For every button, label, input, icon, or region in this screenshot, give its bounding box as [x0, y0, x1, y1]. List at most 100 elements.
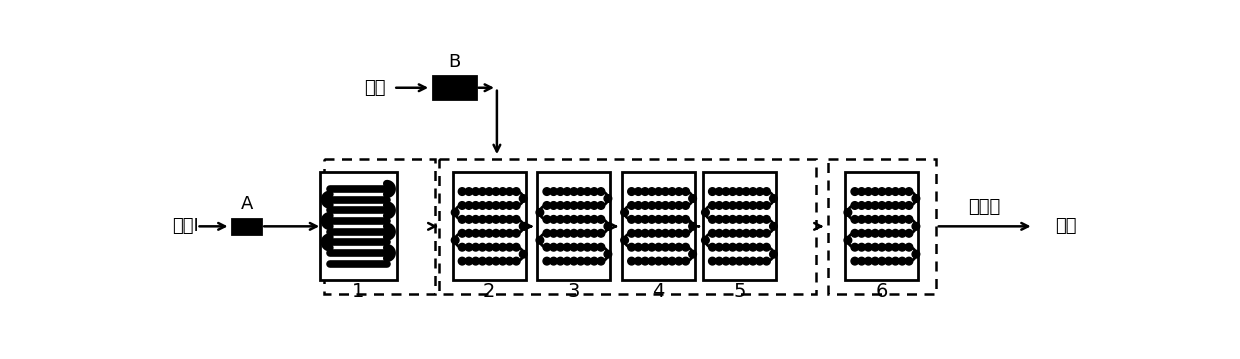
Circle shape: [543, 229, 551, 237]
Circle shape: [557, 243, 564, 251]
Circle shape: [584, 229, 591, 237]
Circle shape: [872, 188, 879, 195]
Circle shape: [682, 215, 689, 223]
Circle shape: [715, 188, 723, 195]
Circle shape: [688, 250, 697, 258]
Circle shape: [465, 243, 472, 251]
Circle shape: [627, 243, 635, 251]
Circle shape: [702, 237, 709, 244]
Circle shape: [498, 215, 507, 223]
Circle shape: [729, 202, 737, 209]
Bar: [433, 76, 476, 99]
Circle shape: [885, 257, 893, 265]
Text: 产品: 产品: [1055, 217, 1076, 236]
Circle shape: [577, 188, 584, 195]
Circle shape: [668, 215, 676, 223]
Circle shape: [735, 229, 743, 237]
Circle shape: [498, 188, 507, 195]
Circle shape: [635, 202, 642, 209]
Circle shape: [749, 188, 756, 195]
Circle shape: [735, 215, 743, 223]
Circle shape: [485, 229, 494, 237]
Circle shape: [498, 229, 507, 237]
Circle shape: [635, 188, 642, 195]
Circle shape: [570, 188, 578, 195]
Circle shape: [584, 215, 591, 223]
Circle shape: [557, 202, 564, 209]
Circle shape: [451, 209, 459, 216]
Circle shape: [649, 188, 656, 195]
Circle shape: [472, 257, 480, 265]
Circle shape: [770, 195, 777, 202]
Circle shape: [688, 223, 697, 230]
Circle shape: [472, 229, 480, 237]
Circle shape: [878, 202, 885, 209]
Bar: [828, 159, 936, 294]
Circle shape: [872, 215, 879, 223]
Circle shape: [479, 215, 486, 223]
Circle shape: [872, 243, 879, 251]
Text: 后处理: 后处理: [967, 197, 999, 215]
Circle shape: [563, 188, 570, 195]
Circle shape: [621, 209, 629, 216]
Circle shape: [506, 215, 513, 223]
Circle shape: [735, 202, 743, 209]
Circle shape: [570, 229, 578, 237]
Circle shape: [472, 188, 480, 195]
Circle shape: [506, 243, 513, 251]
Circle shape: [590, 257, 598, 265]
Circle shape: [851, 257, 858, 265]
Circle shape: [858, 243, 866, 251]
Circle shape: [641, 202, 649, 209]
Circle shape: [858, 188, 866, 195]
Circle shape: [451, 237, 459, 244]
Circle shape: [570, 243, 578, 251]
Circle shape: [892, 243, 899, 251]
Circle shape: [570, 215, 578, 223]
Circle shape: [655, 243, 662, 251]
Circle shape: [649, 257, 656, 265]
Bar: [320, 172, 397, 280]
Circle shape: [627, 202, 635, 209]
Circle shape: [682, 188, 689, 195]
Circle shape: [465, 215, 472, 223]
Circle shape: [675, 257, 683, 265]
Circle shape: [729, 215, 737, 223]
Circle shape: [722, 202, 730, 209]
Text: 氮气: 氮气: [365, 79, 386, 97]
Circle shape: [479, 202, 486, 209]
Circle shape: [506, 202, 513, 209]
Circle shape: [635, 243, 642, 251]
Circle shape: [668, 229, 676, 237]
Circle shape: [872, 229, 879, 237]
Text: 1: 1: [352, 281, 365, 300]
Circle shape: [465, 229, 472, 237]
Circle shape: [905, 257, 913, 265]
Circle shape: [851, 243, 858, 251]
Circle shape: [905, 188, 913, 195]
Circle shape: [735, 188, 743, 195]
Circle shape: [858, 229, 866, 237]
Circle shape: [512, 215, 520, 223]
Circle shape: [682, 202, 689, 209]
Circle shape: [590, 215, 598, 223]
Circle shape: [858, 257, 866, 265]
Circle shape: [898, 215, 906, 223]
Circle shape: [851, 215, 858, 223]
Circle shape: [743, 257, 750, 265]
Circle shape: [864, 188, 872, 195]
Circle shape: [520, 250, 527, 258]
Circle shape: [459, 202, 466, 209]
Circle shape: [743, 215, 750, 223]
Circle shape: [878, 243, 885, 251]
Circle shape: [641, 215, 649, 223]
Circle shape: [649, 202, 656, 209]
Circle shape: [688, 195, 697, 202]
Circle shape: [598, 188, 605, 195]
Circle shape: [715, 243, 723, 251]
Text: A: A: [241, 195, 253, 213]
Circle shape: [627, 257, 635, 265]
Circle shape: [655, 202, 662, 209]
Text: 5: 5: [733, 281, 745, 300]
Circle shape: [715, 229, 723, 237]
